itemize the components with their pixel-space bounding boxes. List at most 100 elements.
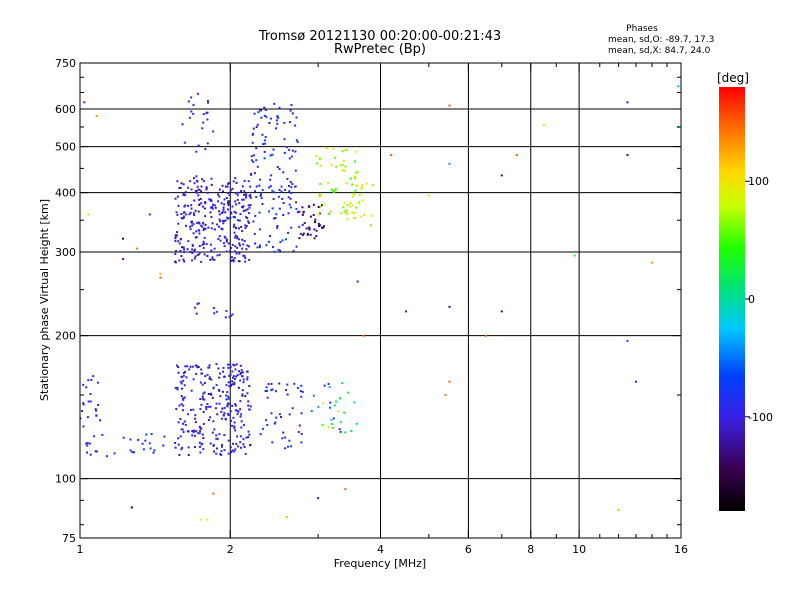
- data-point: [226, 412, 229, 415]
- data-point: [202, 121, 205, 124]
- data-point: [322, 226, 325, 229]
- data-point: [191, 248, 194, 251]
- data-point: [270, 383, 273, 385]
- data-point: [207, 405, 210, 408]
- data-point: [319, 164, 322, 167]
- data-point: [234, 368, 237, 371]
- data-point: [353, 217, 356, 219]
- data-point: [282, 214, 285, 216]
- data-point: [207, 419, 210, 421]
- data-point: [87, 379, 90, 382]
- data-point: [256, 165, 259, 168]
- data-point: [313, 228, 316, 231]
- data-point: [198, 222, 201, 225]
- data-point: [90, 378, 93, 381]
- data-point: [241, 375, 244, 378]
- data-point: [255, 159, 258, 162]
- data-point: [228, 194, 231, 197]
- data-point: [190, 389, 193, 392]
- data-point: [259, 109, 262, 112]
- data-point: [229, 410, 232, 413]
- data-point: [271, 441, 274, 444]
- data-point: [174, 386, 177, 389]
- data-point: [201, 442, 204, 445]
- data-point: [189, 365, 192, 368]
- data-point: [247, 221, 250, 224]
- data-point: [191, 224, 194, 227]
- data-point: [286, 383, 289, 386]
- data-point: [210, 249, 213, 252]
- data-point: [223, 449, 226, 452]
- data-point: [293, 382, 296, 385]
- data-point: [89, 393, 92, 395]
- data-point: [204, 375, 207, 378]
- data-point: [239, 364, 242, 367]
- data-point: [213, 450, 215, 453]
- data-point: [227, 381, 230, 384]
- data-point: [244, 227, 247, 230]
- data-point: [191, 259, 193, 262]
- data-point: [217, 237, 220, 240]
- data-point: [189, 180, 192, 183]
- data-point: [230, 259, 233, 262]
- data-point: [230, 256, 233, 259]
- data-point: [252, 154, 255, 157]
- data-point: [355, 206, 357, 209]
- data-point: [300, 441, 303, 444]
- data-point: [182, 374, 185, 377]
- data-point: [263, 114, 266, 117]
- data-point: [206, 403, 209, 405]
- data-point: [339, 430, 342, 433]
- data-point: [242, 254, 245, 257]
- data-point: [176, 195, 179, 198]
- data-point: [174, 235, 177, 238]
- data-point: [200, 427, 203, 430]
- data-point: [334, 189, 337, 191]
- data-point: [353, 212, 356, 214]
- data-point: [359, 215, 362, 218]
- data-point: [241, 393, 244, 396]
- data-point: [208, 376, 211, 379]
- data-point: [355, 422, 358, 425]
- data-point: [194, 189, 197, 192]
- data-point: [234, 448, 237, 451]
- data-point: [194, 306, 197, 309]
- data-point: [239, 408, 242, 411]
- data-point: [344, 149, 347, 151]
- data-point: [290, 104, 293, 106]
- data-point: [213, 428, 216, 431]
- data-point: [318, 225, 320, 227]
- data-point: [181, 246, 183, 249]
- x-tick-label: 1: [77, 543, 84, 556]
- data-point: [330, 418, 333, 421]
- data-point: [282, 171, 285, 174]
- data-point: [82, 402, 85, 405]
- data-point: [330, 188, 333, 191]
- data-point: [141, 442, 144, 445]
- data-point: [343, 210, 346, 213]
- data-point: [188, 116, 191, 119]
- data-point: [300, 395, 303, 398]
- data-point: [298, 424, 301, 427]
- data-point: [195, 430, 198, 433]
- data-point: [342, 206, 345, 209]
- data-point: [243, 255, 246, 258]
- data-point: [231, 313, 234, 316]
- data-point: [183, 205, 186, 208]
- x-tick-label: 10: [572, 543, 586, 556]
- data-point: [187, 100, 190, 103]
- data-point: [268, 122, 271, 124]
- data-point: [244, 452, 247, 455]
- data-point: [295, 208, 298, 210]
- data-point: [223, 406, 226, 409]
- data-point: [361, 186, 364, 189]
- data-point: [242, 438, 245, 441]
- x-tick-label: 4: [377, 543, 384, 556]
- data-point: [210, 378, 213, 381]
- data-point: [204, 202, 207, 205]
- data-point: [122, 237, 125, 240]
- data-point: [95, 414, 98, 417]
- data-point: [233, 425, 236, 428]
- data-point: [178, 242, 181, 245]
- data-point: [626, 154, 629, 157]
